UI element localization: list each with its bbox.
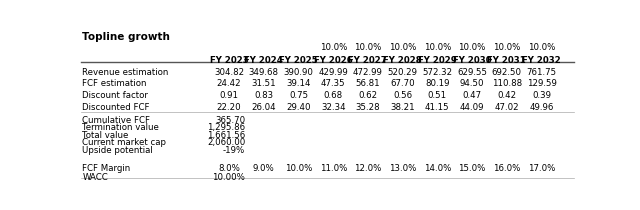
Text: 39.14: 39.14 [286, 79, 311, 88]
Text: 47.35: 47.35 [321, 79, 346, 88]
Text: 0.47: 0.47 [463, 91, 482, 100]
Text: 0.42: 0.42 [497, 91, 516, 100]
Text: 10.0%: 10.0% [424, 43, 451, 52]
Text: Termination value: Termination value [83, 123, 159, 133]
Text: Discounted FCF: Discounted FCF [83, 103, 150, 112]
Text: 0.68: 0.68 [324, 91, 343, 100]
Text: FY 2025: FY 2025 [279, 56, 318, 65]
Text: 35.28: 35.28 [356, 103, 380, 112]
Text: 1,295.86: 1,295.86 [207, 123, 245, 133]
Text: 47.02: 47.02 [495, 103, 519, 112]
Text: 16.0%: 16.0% [493, 164, 520, 173]
Text: Cumulative FCF: Cumulative FCF [83, 116, 150, 125]
Text: 24.42: 24.42 [217, 79, 241, 88]
Text: 10.0%: 10.0% [319, 43, 347, 52]
Text: Total value: Total value [83, 131, 129, 140]
Text: 0.75: 0.75 [289, 91, 308, 100]
Text: 10.0%: 10.0% [389, 43, 417, 52]
Text: 26.04: 26.04 [252, 103, 276, 112]
Text: Revenue estimation: Revenue estimation [83, 68, 169, 77]
Text: 10.0%: 10.0% [458, 43, 486, 52]
Text: 13.0%: 13.0% [389, 164, 417, 173]
Text: 2,060.00: 2,060.00 [207, 138, 245, 147]
Text: FY 2023: FY 2023 [210, 56, 248, 65]
Text: 17.0%: 17.0% [528, 164, 556, 173]
Text: FCF estimation: FCF estimation [83, 79, 147, 88]
Text: 11.0%: 11.0% [319, 164, 347, 173]
Text: FY 2028: FY 2028 [383, 56, 422, 65]
Text: 38.21: 38.21 [390, 103, 415, 112]
Text: 12.0%: 12.0% [355, 164, 381, 173]
Text: 10.0%: 10.0% [355, 43, 381, 52]
Text: 29.40: 29.40 [286, 103, 311, 112]
Text: 10.0%: 10.0% [285, 164, 312, 173]
Text: 44.09: 44.09 [460, 103, 484, 112]
Text: Topline growth: Topline growth [83, 32, 170, 42]
Text: 472.99: 472.99 [353, 68, 383, 77]
Text: Upside potential: Upside potential [83, 146, 153, 155]
Text: FY 2031: FY 2031 [488, 56, 526, 65]
Text: FY 2029: FY 2029 [418, 56, 457, 65]
Text: 0.83: 0.83 [254, 91, 273, 100]
Text: Current market cap: Current market cap [83, 138, 166, 147]
Text: 572.32: 572.32 [422, 68, 452, 77]
Text: FY 2024: FY 2024 [244, 56, 284, 65]
Text: 10.0%: 10.0% [493, 43, 520, 52]
Text: 10.00%: 10.00% [212, 173, 245, 182]
Text: 0.91: 0.91 [220, 91, 239, 100]
Text: 304.82: 304.82 [214, 68, 244, 77]
Text: 761.75: 761.75 [527, 68, 557, 77]
Text: 390.90: 390.90 [284, 68, 314, 77]
Text: 1,661.56: 1,661.56 [207, 131, 245, 140]
Text: FY 2030: FY 2030 [452, 56, 492, 65]
Text: FY 2027: FY 2027 [349, 56, 387, 65]
Text: 8.0%: 8.0% [218, 164, 240, 173]
Text: 14.0%: 14.0% [424, 164, 451, 173]
Text: 0.51: 0.51 [428, 91, 447, 100]
Text: 429.99: 429.99 [318, 68, 348, 77]
Text: FY 2032: FY 2032 [522, 56, 561, 65]
Text: 520.29: 520.29 [388, 68, 418, 77]
Text: WACC: WACC [83, 173, 108, 182]
Text: 349.68: 349.68 [249, 68, 279, 77]
Text: 110.88: 110.88 [492, 79, 522, 88]
Text: 32.34: 32.34 [321, 103, 346, 112]
Text: 80.19: 80.19 [425, 79, 450, 88]
Text: 129.59: 129.59 [527, 79, 556, 88]
Text: 0.39: 0.39 [532, 91, 551, 100]
Text: 9.0%: 9.0% [253, 164, 275, 173]
Text: 0.56: 0.56 [393, 91, 412, 100]
Text: 41.15: 41.15 [425, 103, 450, 112]
Text: 67.70: 67.70 [390, 79, 415, 88]
Text: 49.96: 49.96 [529, 103, 554, 112]
Text: Discount factor: Discount factor [83, 91, 148, 100]
Text: 10.0%: 10.0% [528, 43, 556, 52]
Text: -19%: -19% [223, 146, 245, 155]
Text: 0.62: 0.62 [358, 91, 378, 100]
Text: 629.55: 629.55 [457, 68, 487, 77]
Text: 56.81: 56.81 [356, 79, 380, 88]
Text: 94.50: 94.50 [460, 79, 484, 88]
Text: FY 2026: FY 2026 [314, 56, 353, 65]
Text: 31.51: 31.51 [252, 79, 276, 88]
Text: 15.0%: 15.0% [458, 164, 486, 173]
Text: 692.50: 692.50 [492, 68, 522, 77]
Text: FCF Margin: FCF Margin [83, 164, 131, 173]
Text: 365.70: 365.70 [215, 116, 245, 125]
Text: 22.20: 22.20 [217, 103, 241, 112]
